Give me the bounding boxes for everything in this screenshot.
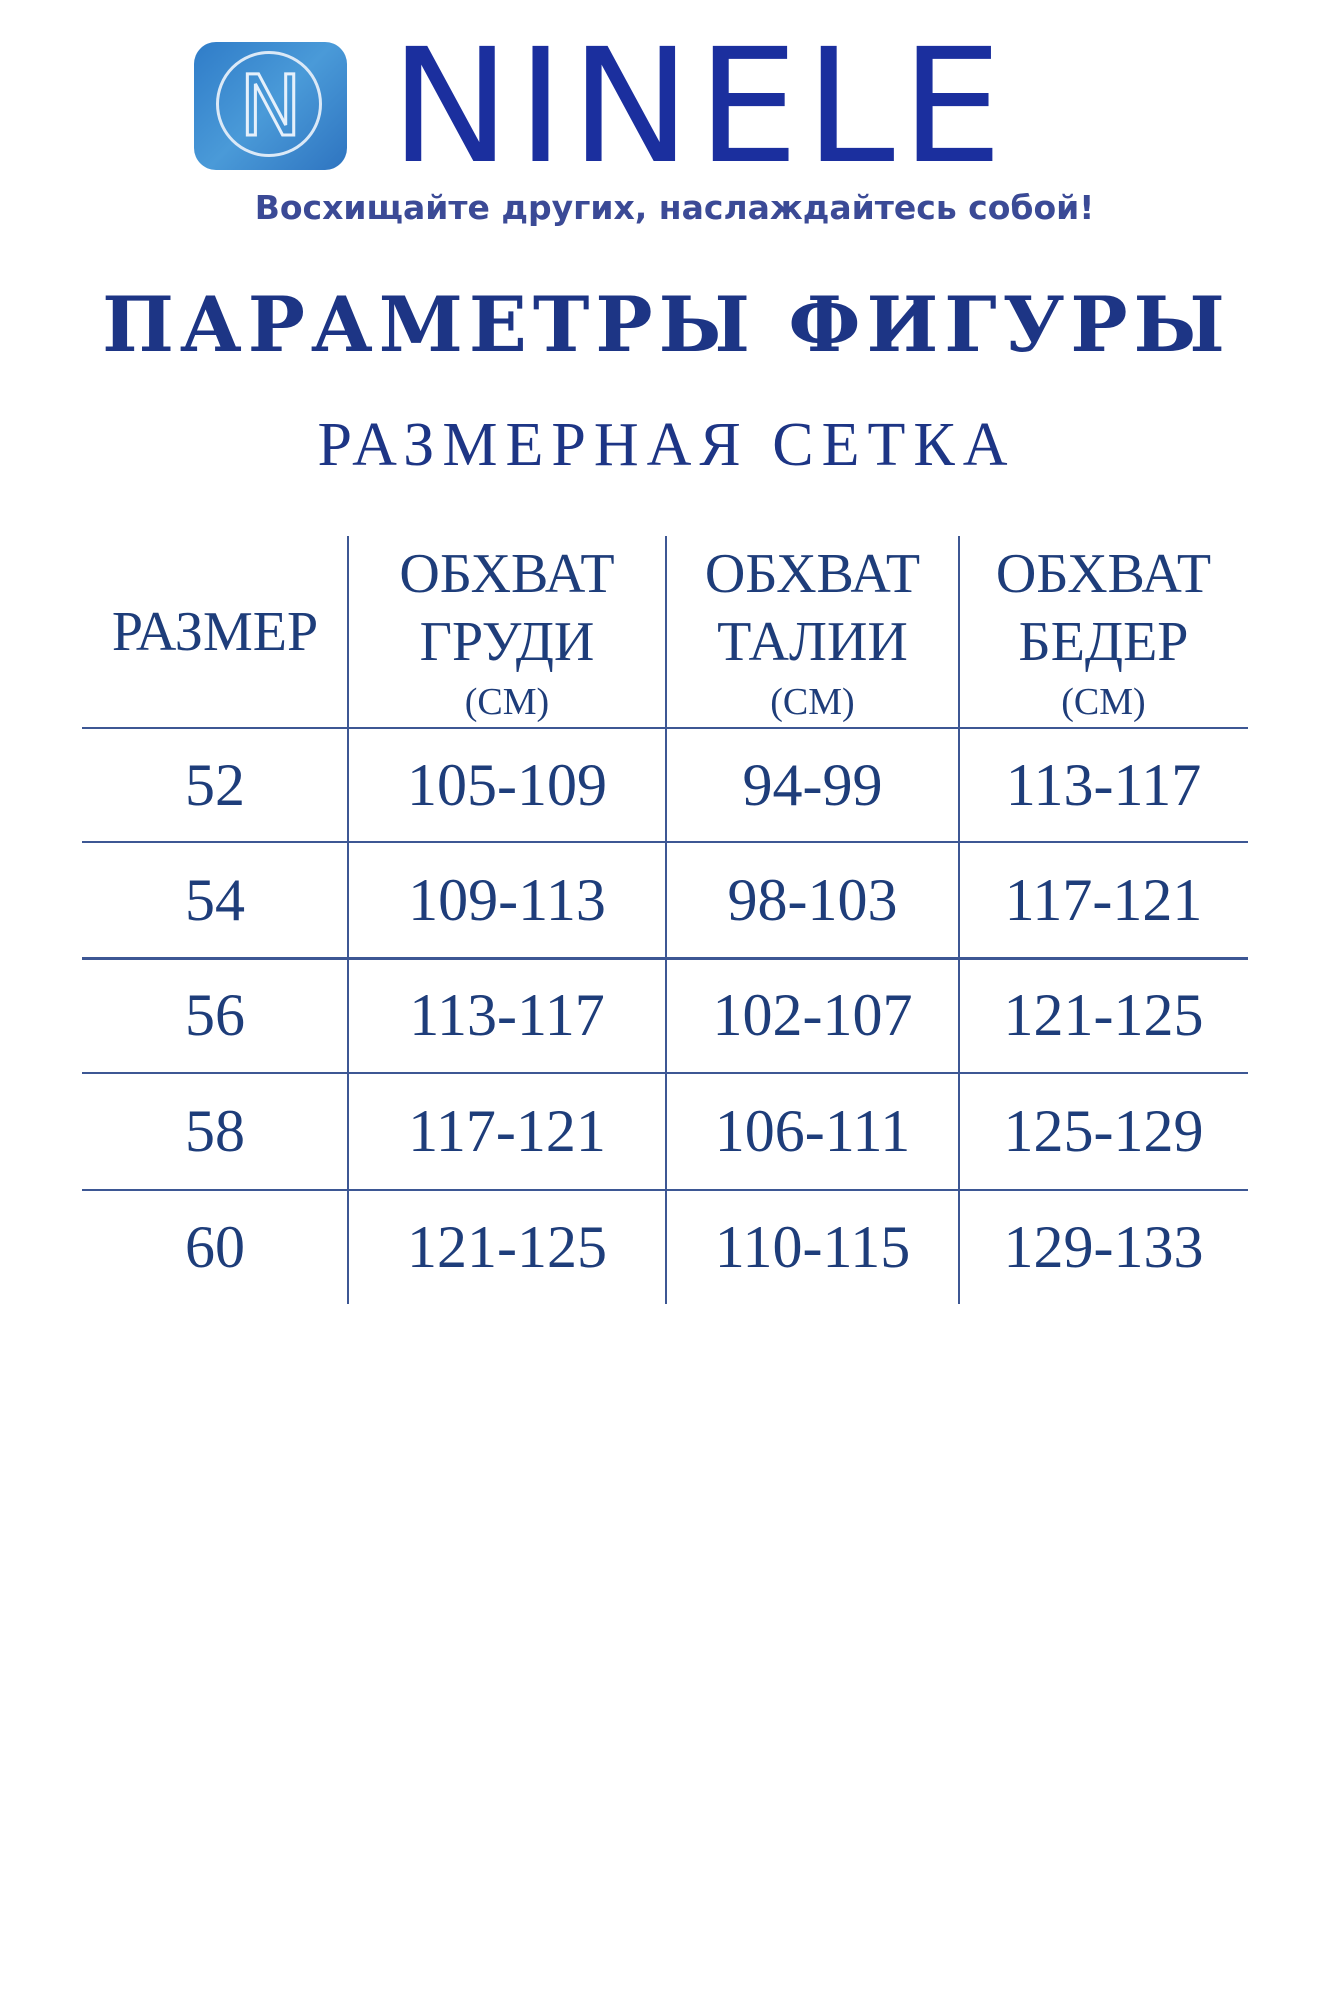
table-cell: 117-121 bbox=[1004, 867, 1203, 933]
header-unit: (СМ) bbox=[464, 681, 550, 723]
table-cell: 60 bbox=[185, 1214, 245, 1280]
row-divider bbox=[82, 957, 1248, 960]
row-divider bbox=[82, 727, 1248, 729]
table-cell: 113-117 bbox=[1005, 752, 1202, 818]
column-divider bbox=[958, 536, 960, 1304]
table-cell: 121-125 bbox=[407, 1214, 607, 1280]
header-unit: (СМ) bbox=[1061, 681, 1146, 723]
table-cell: 94-99 bbox=[742, 752, 883, 818]
header-line1: ОБХВАТ bbox=[704, 543, 921, 605]
table-cell: 121-125 bbox=[1003, 982, 1204, 1048]
table-cell: 52 bbox=[185, 752, 245, 818]
header-line1: ОБХВАТ bbox=[399, 543, 615, 605]
table-cell: 98-103 bbox=[727, 867, 898, 933]
table-cell: 58 bbox=[185, 1098, 245, 1164]
row-divider bbox=[82, 1189, 1248, 1191]
column-divider bbox=[347, 536, 349, 1304]
header-line2: ТАЛИИ bbox=[717, 611, 908, 673]
table-cell: 54 bbox=[185, 867, 245, 933]
logo-letter: N bbox=[238, 56, 304, 157]
header-size: РАЗМЕР bbox=[111, 601, 319, 663]
tagline: Восхищайте других, наслаждайтесь собой! bbox=[254, 188, 1095, 227]
table-cell: 102-107 bbox=[712, 982, 913, 1048]
table-cell: 106-111 bbox=[714, 1098, 911, 1164]
header-line2: ГРУДИ bbox=[419, 611, 595, 673]
header-unit: (СМ) bbox=[770, 681, 855, 723]
logo-icon: N bbox=[194, 42, 347, 170]
logo-ring bbox=[216, 51, 322, 157]
page-title: ПАРАМЕТРЫ ФИГУРЫ bbox=[102, 280, 1231, 369]
page-subtitle: РАЗМЕРНАЯ СЕТКА bbox=[317, 411, 1016, 479]
table-cell: 113-117 bbox=[409, 982, 605, 1048]
row-divider bbox=[82, 1072, 1248, 1074]
header-line1: ОБХВАТ bbox=[995, 543, 1212, 605]
table-cell: 105-109 bbox=[407, 752, 607, 818]
table-cell: 117-121 bbox=[408, 1098, 606, 1164]
table-cell: 109-113 bbox=[408, 867, 606, 933]
row-divider bbox=[82, 841, 1248, 843]
table-cell: 125-129 bbox=[1003, 1098, 1204, 1164]
table-cell: 110-115 bbox=[714, 1214, 911, 1280]
header-line2: БЕДЕР bbox=[1018, 611, 1189, 673]
table-cell: 129-133 bbox=[1003, 1214, 1204, 1280]
column-divider bbox=[665, 536, 667, 1304]
table-cell: 56 bbox=[185, 982, 245, 1048]
brand-name: NINELE bbox=[390, 15, 1009, 199]
